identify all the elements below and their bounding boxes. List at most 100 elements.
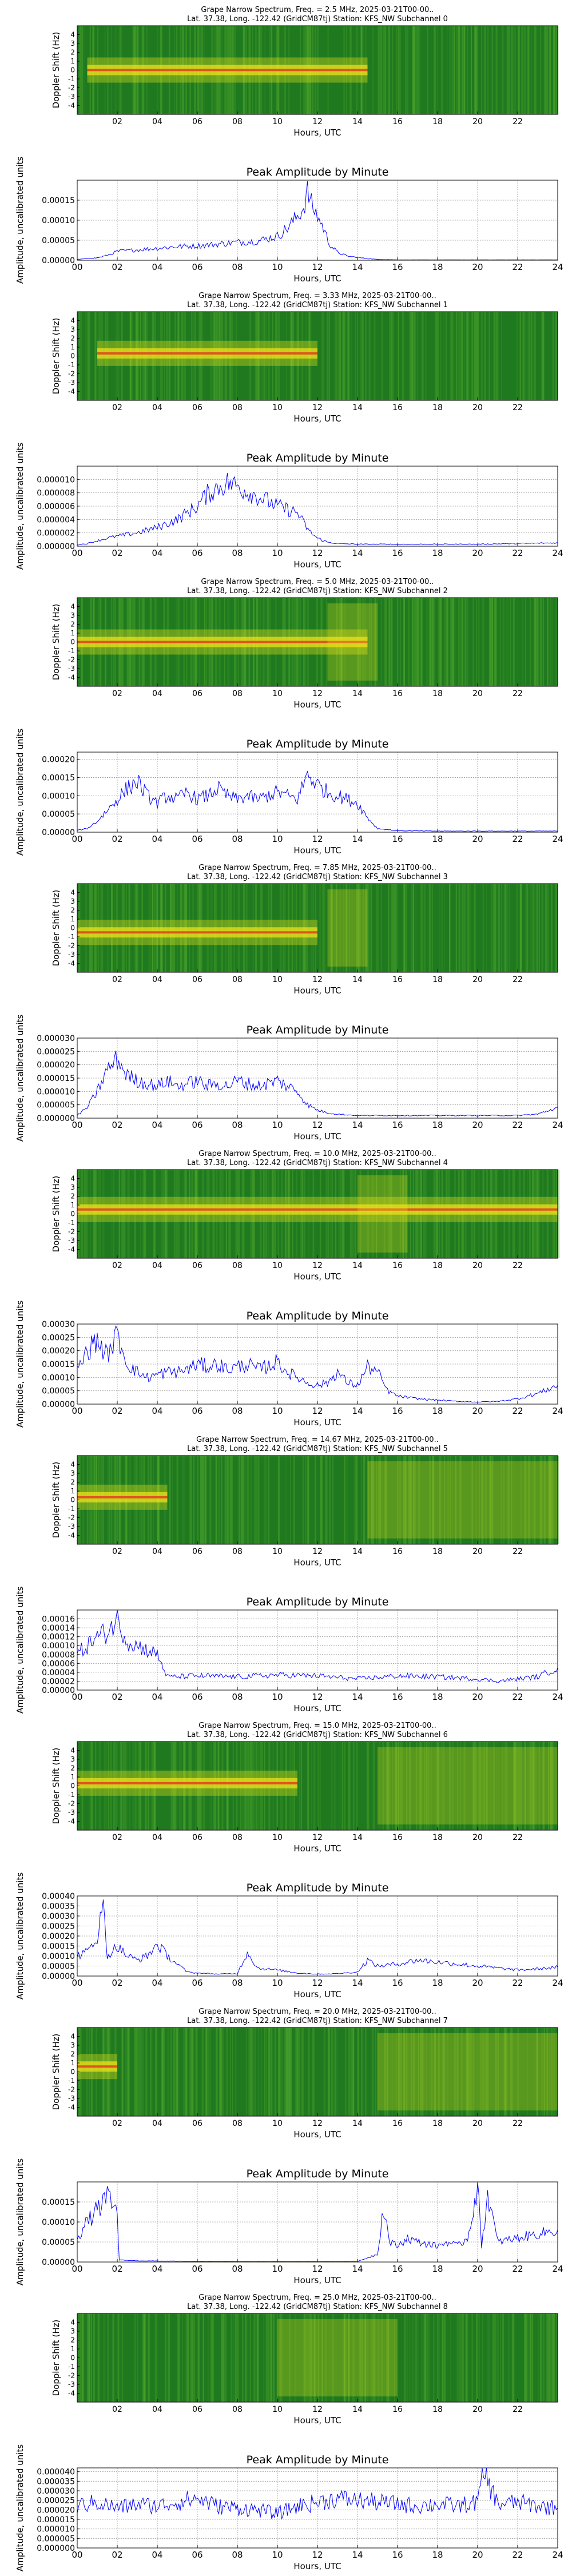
noise-stripe xyxy=(555,884,557,972)
x-tick-label: 10 xyxy=(272,1261,283,1270)
noise-stripe xyxy=(451,26,453,114)
noise-stripe xyxy=(371,2313,374,2402)
noise-stripe xyxy=(278,2028,280,2116)
noise-stripe xyxy=(414,1456,416,1544)
noise-stripe xyxy=(545,884,547,972)
y-tick-label: 0.00015 xyxy=(42,1942,75,1951)
noise-stripe xyxy=(254,1456,257,1544)
y-tick-label: 0 xyxy=(70,1782,75,1790)
noise-stripe xyxy=(521,598,523,686)
noise-stripe xyxy=(386,598,387,686)
noise-stripe xyxy=(446,312,447,400)
noise-stripe xyxy=(161,2028,164,2116)
noise-stripe xyxy=(466,2028,467,2116)
noise-stripe xyxy=(473,312,475,400)
x-tick-label: 04 xyxy=(152,1547,162,1556)
noise-stripe xyxy=(384,26,387,114)
noise-stripe xyxy=(164,2313,166,2402)
spectrum-title: Grape Narrow Spectrum, Freq. = 15.0 MHz,… xyxy=(198,1722,436,1730)
noise-stripe xyxy=(249,2313,252,2402)
noise-stripe xyxy=(395,2028,398,2116)
y-tick-label: 0.000010 xyxy=(37,1087,75,1096)
noise-stripe xyxy=(94,312,97,400)
noise-stripe xyxy=(491,598,494,686)
noise-stripe xyxy=(397,1456,398,1544)
noise-stripe xyxy=(540,598,542,686)
y-tick-label: 0.000005 xyxy=(37,1101,75,1110)
noise-stripe xyxy=(478,1742,481,1830)
noise-stripe xyxy=(472,1742,475,1830)
noise-stripe xyxy=(543,2028,546,2116)
x-tick-label: 22 xyxy=(513,1547,523,1556)
noise-stripe xyxy=(359,884,361,972)
noise-stripe xyxy=(542,312,545,400)
noise-stripe xyxy=(434,598,435,686)
noise-stripe xyxy=(394,2313,395,2402)
x-axis-label: Hours, UTC xyxy=(293,985,341,996)
noise-stripe xyxy=(412,312,414,400)
y-tick-label: 0.00020 xyxy=(42,1347,75,1356)
noise-stripe xyxy=(553,26,556,114)
noise-stripe xyxy=(392,312,394,400)
noise-stripe xyxy=(82,2313,83,2402)
noise-stripe xyxy=(492,2313,494,2402)
noise-stripe xyxy=(357,312,359,400)
y-tick-label: 0.000040 xyxy=(37,2468,75,2477)
noise-stripe xyxy=(449,1742,451,1830)
noise-stripe xyxy=(546,2028,547,2116)
noise-stripe xyxy=(524,1456,526,1544)
noise-stripe xyxy=(550,1742,553,1830)
noise-stripe xyxy=(177,2313,180,2402)
noise-stripe xyxy=(439,312,442,400)
noise-stripe xyxy=(324,884,325,972)
noise-stripe xyxy=(461,26,464,114)
x-tick-label: 00 xyxy=(72,1406,82,1416)
x-tick-label: 20 xyxy=(472,2119,483,2128)
noise-stripe xyxy=(107,2313,109,2402)
noise-stripe xyxy=(134,2313,136,2402)
y-tick-label: 0.00006 xyxy=(42,1659,75,1668)
noise-stripe xyxy=(437,312,439,400)
noise-stripe xyxy=(144,2313,146,2402)
noise-stripe xyxy=(539,26,542,114)
noise-stripe xyxy=(475,1456,477,1544)
y-axis-label: Doppler Shift (Hz) xyxy=(51,32,61,109)
x-tick-label: 16 xyxy=(392,117,403,126)
noise-stripe xyxy=(414,26,416,114)
y-axis-label: Doppler Shift (Hz) xyxy=(51,1176,61,1253)
noise-stripe xyxy=(495,312,497,400)
amplitude-title: Peak Amplitude by Minute xyxy=(247,2168,389,2180)
noise-stripe xyxy=(352,2028,355,2116)
x-tick-label: 06 xyxy=(192,975,202,984)
noise-stripe xyxy=(301,1742,302,1830)
noise-stripe xyxy=(413,598,415,686)
noise-stripe xyxy=(549,1456,550,1544)
x-tick-label: 16 xyxy=(392,1261,403,1270)
amplitude-series-line xyxy=(77,181,558,260)
noise-stripe xyxy=(107,2028,109,2116)
noise-stripe xyxy=(444,598,447,686)
noise-stripe xyxy=(555,26,558,114)
noise-stripe xyxy=(214,1456,216,1544)
x-tick-label: 04 xyxy=(152,1978,162,1988)
noise-stripe xyxy=(256,2313,258,2402)
noise-stripe xyxy=(423,2313,424,2402)
noise-stripe xyxy=(466,2028,468,2116)
ionospheric-spread xyxy=(357,1175,408,1253)
noise-stripe xyxy=(493,312,495,400)
x-tick-label: 08 xyxy=(232,1406,243,1416)
noise-stripe xyxy=(539,884,541,972)
noise-stripe xyxy=(348,2313,350,2402)
noise-stripe xyxy=(185,2028,188,2116)
x-tick-label: 14 xyxy=(352,2264,363,2274)
noise-stripe xyxy=(436,1742,439,1830)
x-tick-label: 12 xyxy=(312,2264,323,2274)
noise-stripe xyxy=(243,1456,245,1544)
y-tick-label: 0.000015 xyxy=(37,2515,75,2525)
noise-stripe xyxy=(433,26,435,114)
x-tick-label: 16 xyxy=(392,2264,403,2274)
noise-stripe xyxy=(459,312,462,400)
noise-stripe xyxy=(420,2028,422,2116)
y-tick-label: -3 xyxy=(68,665,75,673)
